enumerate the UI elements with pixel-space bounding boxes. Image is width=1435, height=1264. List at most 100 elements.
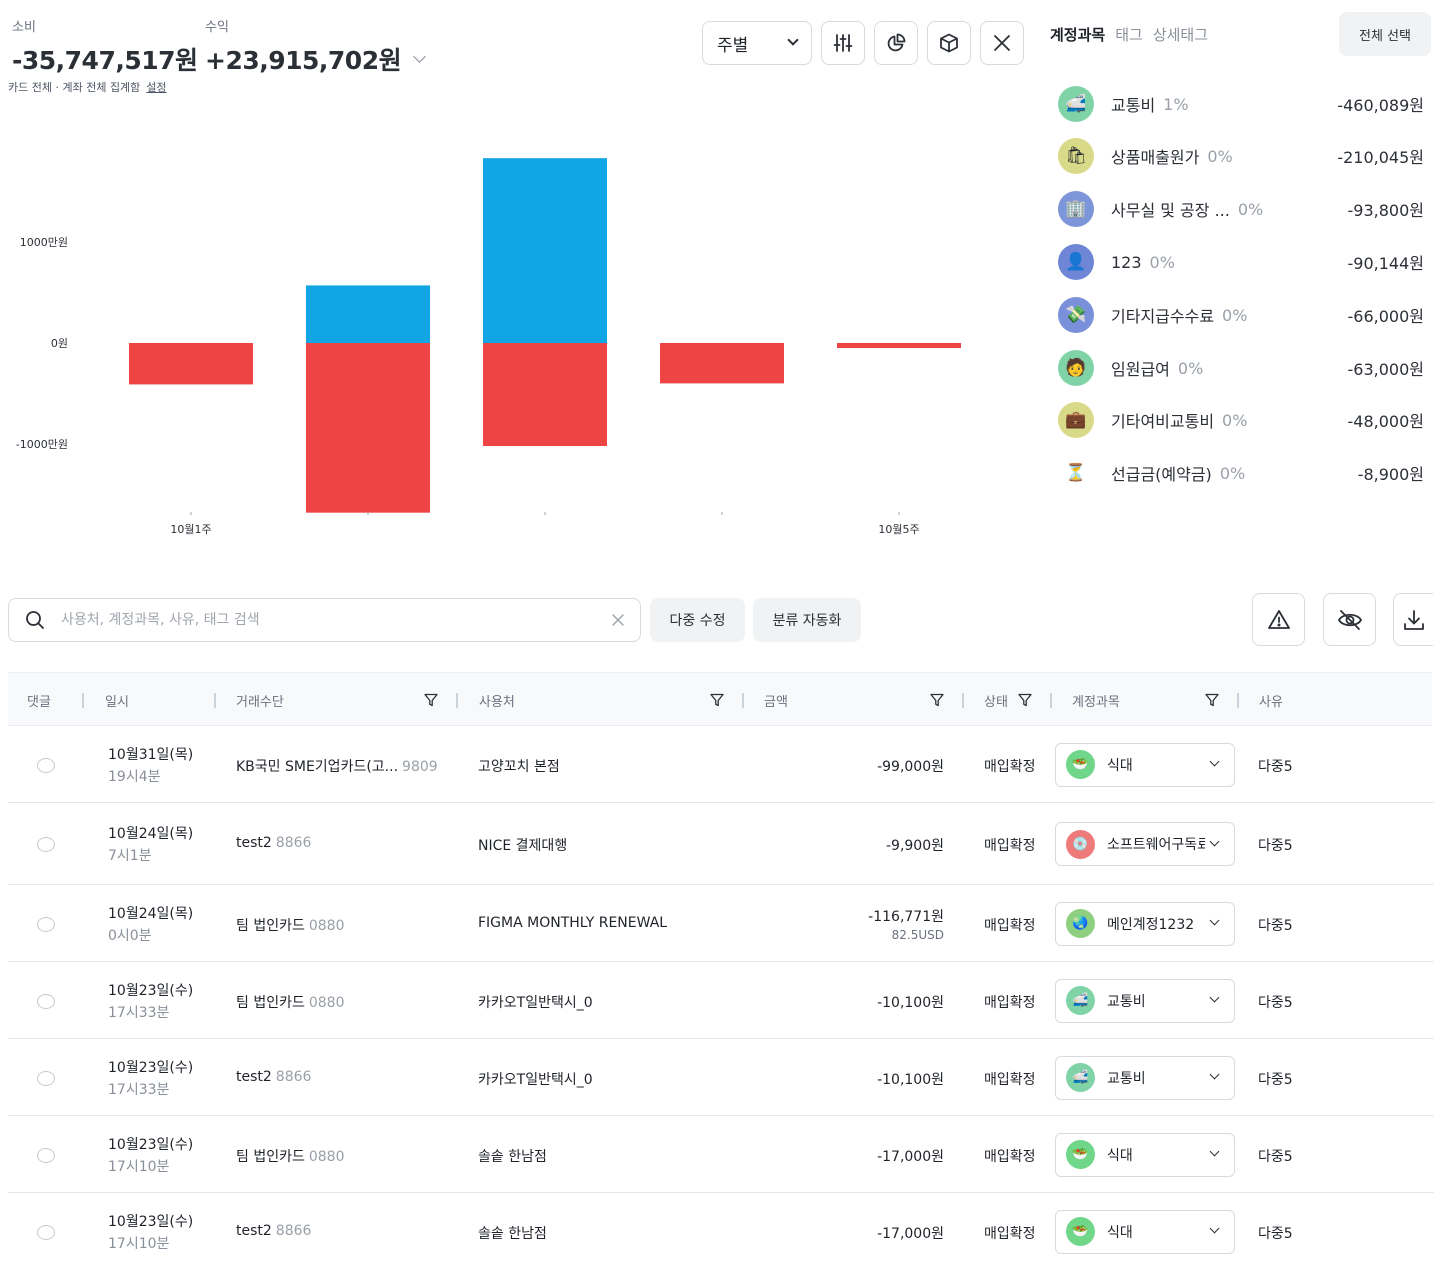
- column-divider[interactable]: [456, 693, 458, 708]
- table-row[interactable]: 10월23일(수) 17시10분 test2 8866 솔솥 한남점 -17,000원 매입…: [8, 1193, 1434, 1264]
- column-divider[interactable]: [1050, 693, 1052, 708]
- comment-icon[interactable]: [37, 1070, 55, 1086]
- amount-text: -9,900원: [885, 838, 944, 854]
- reason-cell[interactable]: 다중5: [1258, 1071, 1293, 1088]
- category-row[interactable]: 🛍 상품매출원가 0% -210,045원: [1058, 137, 1424, 175]
- income-value: +23,915,702원: [205, 46, 402, 75]
- search-icon: [26, 611, 44, 629]
- tab-tag[interactable]: 태그: [1115, 26, 1143, 44]
- filter-settings-button[interactable]: [821, 21, 865, 65]
- pie-chart-button[interactable]: [874, 21, 918, 65]
- tab-account[interactable]: 계정과목: [1050, 26, 1106, 44]
- bar-spend-1[interactable]: [306, 343, 430, 513]
- col-payment[interactable]: 거래수단: [236, 694, 284, 710]
- payment-filter-icon[interactable]: [424, 673, 438, 727]
- date-cell: 10월23일(수) 17시10분: [108, 1211, 193, 1253]
- category-amount: -66,000원: [1347, 307, 1424, 326]
- comment-icon[interactable]: [37, 757, 55, 773]
- comment-icon[interactable]: [37, 1224, 55, 1240]
- chevron-down-icon[interactable]: [413, 50, 426, 63]
- bar-spend-3[interactable]: [660, 343, 784, 384]
- column-divider[interactable]: [962, 693, 964, 708]
- account-select[interactable]: 💿 소프트웨어구독료: [1055, 822, 1235, 866]
- table-row[interactable]: 10월23일(수) 17시33분 test2 8866 카카오T일반택시_0 -10,10…: [8, 1039, 1434, 1116]
- bar-spend-2[interactable]: [483, 343, 607, 447]
- comment-icon[interactable]: [37, 916, 55, 932]
- warning-button[interactable]: [1252, 593, 1305, 646]
- category-row[interactable]: 💼 기타여비교통비 0% -48,000원: [1058, 401, 1424, 439]
- disc-icon: 💿: [1066, 829, 1095, 859]
- clear-search-icon[interactable]: [612, 614, 624, 626]
- chevron-down-icon: [1209, 756, 1220, 767]
- reason-cell[interactable]: 다중5: [1258, 1225, 1293, 1242]
- col-reason[interactable]: 사유: [1259, 694, 1283, 710]
- chevron-down-icon: [787, 34, 799, 46]
- category-row[interactable]: 👤 123 0% -90,144원: [1058, 243, 1424, 281]
- column-divider[interactable]: [1237, 693, 1239, 708]
- category-row[interactable]: ⏳ 선급금(예약금) 0% -8,900원: [1058, 454, 1424, 492]
- time-text: 0시0분: [108, 927, 152, 944]
- reason-cell[interactable]: 다중5: [1258, 994, 1293, 1011]
- col-status[interactable]: 상태: [984, 694, 1008, 710]
- status-filter-icon[interactable]: [1018, 673, 1032, 727]
- merchant-filter-icon[interactable]: [710, 673, 724, 727]
- comment-icon[interactable]: [37, 993, 55, 1009]
- reason-cell[interactable]: 다중5: [1258, 838, 1293, 854]
- column-divider[interactable]: [742, 693, 744, 708]
- period-select[interactable]: 주별: [702, 21, 812, 65]
- settings-link[interactable]: 설정: [146, 81, 167, 94]
- col-date[interactable]: 일시: [105, 694, 129, 710]
- col-amount[interactable]: 금액: [764, 694, 788, 710]
- category-amount: -48,000원: [1347, 412, 1424, 431]
- search-input[interactable]: [61, 612, 612, 628]
- date-cell: 10월24일(목) 0시0분: [108, 903, 193, 945]
- close-button[interactable]: [980, 21, 1024, 65]
- table-row[interactable]: 10월24일(목) 7시1분 test2 8866 NICE 결제대행 -9,900원 매입…: [8, 803, 1434, 885]
- category-row[interactable]: 🚅 교통비 1% -460,089원: [1058, 85, 1424, 123]
- amount-text: -99,000원: [877, 758, 944, 775]
- tab-detail-tag[interactable]: 상세태그: [1152, 26, 1209, 44]
- account-select[interactable]: 🥗 식대: [1055, 742, 1235, 787]
- column-divider[interactable]: [214, 693, 216, 708]
- income-value-wrap[interactable]: +23,915,702원: [205, 41, 426, 77]
- account-select[interactable]: 🚅 교통비: [1055, 1055, 1235, 1100]
- auto-classify-button[interactable]: 분류 자동화: [753, 598, 861, 642]
- amount-filter-icon[interactable]: [930, 673, 944, 727]
- account-filter-icon[interactable]: [1205, 673, 1219, 727]
- comment-icon[interactable]: [37, 837, 55, 852]
- 3d-view-button[interactable]: [927, 21, 971, 65]
- col-merchant[interactable]: 사용처: [479, 694, 515, 710]
- bar-spend-4[interactable]: [837, 343, 961, 349]
- bulk-edit-button[interactable]: 다중 수정: [650, 598, 745, 642]
- spend-summary: 소비 -35,747,517원: [12, 16, 198, 77]
- category-row[interactable]: 🏢 사무실 및 공장 ... 0% -93,800원: [1058, 190, 1424, 228]
- reason-cell[interactable]: 다중5: [1258, 758, 1293, 775]
- account-select[interactable]: 🌏 메인계정1232: [1055, 901, 1235, 946]
- payment-cell: 팀 법인카드 0880: [236, 915, 345, 935]
- bar-income-2[interactable]: [483, 158, 607, 343]
- reason-cell[interactable]: 다중5: [1258, 1148, 1293, 1165]
- bar-spend-0[interactable]: [129, 343, 253, 385]
- cube-icon: [940, 33, 958, 53]
- reason-cell[interactable]: 다중5: [1258, 917, 1293, 934]
- card-number: 8866: [275, 1222, 312, 1239]
- download-button[interactable]: [1393, 593, 1433, 646]
- account-name: 교통비: [1107, 993, 1146, 1010]
- select-all-button[interactable]: 전체 선택: [1339, 12, 1431, 56]
- account-select[interactable]: 🚅 교통비: [1055, 978, 1235, 1023]
- table-row[interactable]: 10월31일(목) 19시4분 KB국민 SME기업카드(고... 9809 고양꼬치 …: [8, 726, 1434, 803]
- table-row[interactable]: 10월23일(수) 17시10분 팀 법인카드 0880 솔솥 한남점 -17,000원 매…: [8, 1116, 1434, 1193]
- column-divider[interactable]: [82, 693, 84, 708]
- bar-income-1[interactable]: [306, 285, 430, 343]
- search-bar[interactable]: [8, 598, 641, 642]
- status-cell: 매입확정: [984, 917, 1036, 934]
- table-row[interactable]: 10월24일(목) 0시0분 팀 법인카드 0880 FIGMA MONTHLY REN…: [8, 885, 1434, 962]
- comment-icon[interactable]: [37, 1147, 55, 1163]
- table-row[interactable]: 10월23일(수) 17시33분 팀 법인카드 0880 카카오T일반택시_0 -10,1…: [8, 962, 1434, 1039]
- account-select[interactable]: 🥗 식대: [1055, 1132, 1235, 1177]
- category-row[interactable]: 💸 기타지급수수료 0% -66,000원: [1058, 296, 1424, 334]
- account-select[interactable]: 🥗 식대: [1055, 1209, 1235, 1254]
- col-account[interactable]: 계정과목: [1072, 694, 1120, 710]
- hide-button[interactable]: [1323, 593, 1376, 646]
- category-row[interactable]: 🧑 임원급여 0% -63,000원: [1058, 349, 1424, 387]
